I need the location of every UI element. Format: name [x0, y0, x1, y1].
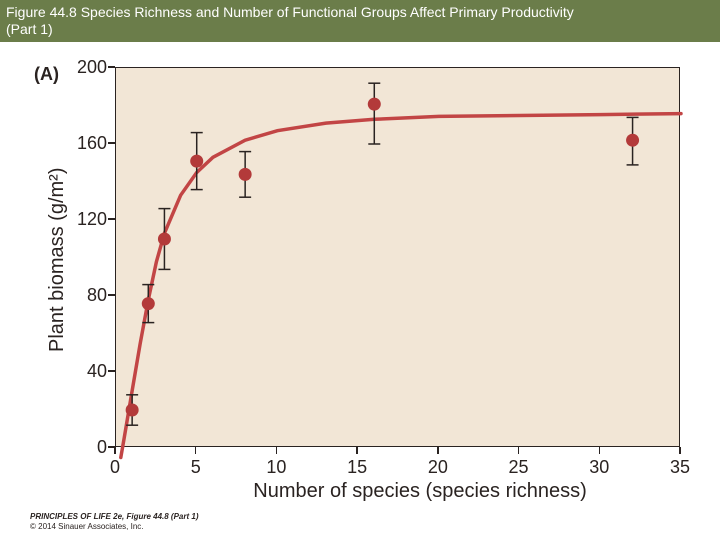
y-tick-mark [108, 370, 115, 372]
figure-title-line2: (Part 1) [6, 21, 714, 38]
x-tick-mark [195, 447, 197, 454]
x-tick-mark [356, 447, 358, 454]
figure-title-line1: Figure 44.8 Species Richness and Number … [6, 4, 714, 21]
data-point [126, 404, 139, 417]
y-tick-label: 160 [67, 133, 107, 154]
y-tick-label: 40 [67, 361, 107, 382]
x-tick-mark [599, 447, 601, 454]
fitted-curve [121, 114, 681, 458]
y-tick-mark [108, 142, 115, 144]
data-point [626, 134, 639, 147]
data-point [190, 155, 203, 168]
x-tick-mark [437, 447, 439, 454]
y-tick-mark [108, 294, 115, 296]
y-tick-label: 0 [67, 437, 107, 458]
x-tick-label: 10 [261, 457, 291, 478]
data-point [142, 297, 155, 310]
x-tick-mark [276, 447, 278, 454]
y-tick-label: 80 [67, 285, 107, 306]
footer-line2: © 2014 Sinauer Associates, Inc. [30, 522, 144, 531]
y-tick-mark [108, 218, 115, 220]
x-tick-label: 15 [342, 457, 372, 478]
y-tick-mark [108, 66, 115, 68]
x-tick-label: 35 [665, 457, 695, 478]
x-tick-label: 30 [584, 457, 614, 478]
x-tick-mark [114, 447, 116, 454]
y-axis-label: Plant biomass (g/m²) [46, 168, 69, 353]
x-tick-label: 20 [423, 457, 453, 478]
x-tick-label: 25 [504, 457, 534, 478]
data-point [368, 98, 381, 111]
figure-area: (A) Plant biomass (g/m²) 04080120160200 … [0, 42, 720, 540]
x-axis-label: Number of species (species richness) [230, 480, 610, 503]
x-tick-mark [518, 447, 520, 454]
y-tick-label: 200 [67, 57, 107, 78]
x-tick-label: 5 [181, 457, 211, 478]
panel-label: (A) [34, 64, 59, 85]
y-tick-label: 120 [67, 209, 107, 230]
data-point [158, 233, 171, 246]
footer-line1: PRINCIPLES OF LIFE 2e, Figure 44.8 (Part… [30, 512, 198, 521]
footer-credit: PRINCIPLES OF LIFE 2e, Figure 44.8 (Part… [30, 512, 198, 532]
x-tick-label: 0 [100, 457, 130, 478]
chart-svg [116, 68, 681, 448]
plot-region [115, 67, 680, 447]
figure-header: Figure 44.8 Species Richness and Number … [0, 0, 720, 42]
x-tick-mark [679, 447, 681, 454]
data-point [239, 168, 252, 181]
